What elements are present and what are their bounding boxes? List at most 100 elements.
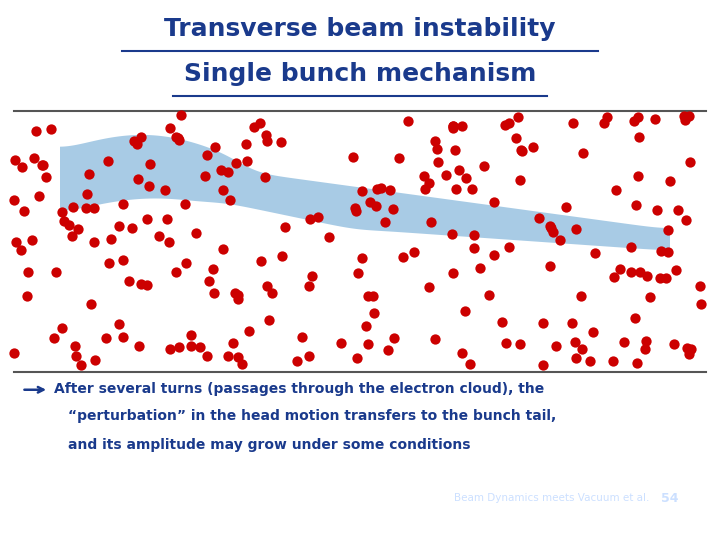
Point [607, 357, 618, 366]
Point [360, 322, 372, 330]
Point [73, 225, 84, 234]
Point [474, 264, 486, 273]
Point [662, 226, 673, 234]
Point [654, 273, 665, 282]
Point [106, 235, 117, 244]
Point [629, 313, 641, 322]
Point [644, 293, 656, 301]
Point [517, 147, 528, 156]
Point [632, 172, 644, 180]
Point [69, 341, 81, 350]
Point [335, 338, 346, 347]
Point [30, 126, 42, 135]
Point [9, 156, 21, 165]
Point [230, 159, 242, 167]
Point [70, 352, 81, 361]
Point [461, 173, 472, 182]
Point [8, 349, 19, 357]
Point [601, 112, 613, 121]
Point [304, 352, 315, 360]
Text: 54: 54 [661, 491, 678, 505]
Point [631, 359, 643, 367]
Point [575, 292, 587, 301]
Point [544, 222, 556, 231]
Point [351, 354, 362, 362]
Point [625, 242, 636, 251]
Point [356, 186, 368, 195]
Point [160, 186, 171, 194]
Point [114, 320, 125, 329]
Point [101, 333, 112, 342]
Point [614, 265, 626, 274]
Point [225, 195, 236, 204]
Point [533, 214, 544, 223]
Point [81, 190, 93, 198]
Point [631, 201, 642, 210]
Point [199, 171, 211, 180]
Point [254, 118, 266, 127]
Text: “perturbation” in the head motion transfers to the bunch tail,: “perturbation” in the head motion transf… [68, 409, 557, 423]
Point [585, 356, 596, 365]
Point [307, 272, 318, 280]
Point [171, 133, 182, 141]
Point [201, 352, 212, 360]
Point [143, 181, 155, 190]
Point [141, 281, 153, 289]
Point [232, 353, 243, 361]
Point [174, 342, 185, 351]
Point [141, 214, 153, 223]
Point [649, 115, 661, 124]
Point [431, 145, 443, 153]
Point [28, 154, 40, 163]
Point [279, 222, 291, 231]
Point [489, 198, 500, 207]
Point [469, 244, 480, 253]
Point [379, 217, 391, 226]
Text: Beam Dynamics meets Vacuum et al.: Beam Dynamics meets Vacuum et al. [454, 493, 649, 503]
Point [8, 195, 19, 204]
Point [50, 268, 61, 276]
Point [227, 339, 238, 348]
Point [364, 198, 376, 206]
Point [632, 112, 644, 121]
Point [303, 282, 315, 291]
Point [207, 265, 219, 273]
Point [163, 345, 175, 354]
Point [275, 137, 287, 146]
Point [312, 213, 324, 221]
Point [153, 231, 164, 240]
Point [117, 200, 129, 208]
Point [537, 319, 549, 328]
Point [483, 290, 495, 299]
Point [117, 255, 129, 264]
Point [695, 300, 706, 308]
Point [599, 118, 611, 127]
Point [634, 268, 646, 276]
Point [217, 186, 229, 194]
Text: Single bunch mechanism: Single bunch mechanism [184, 62, 536, 86]
Point [58, 217, 70, 225]
Point [694, 282, 706, 291]
Point [201, 151, 212, 159]
Point [349, 204, 361, 212]
Point [513, 112, 524, 121]
Point [240, 140, 252, 149]
Point [570, 338, 581, 346]
Point [22, 292, 33, 300]
Point [496, 318, 508, 327]
Point [261, 131, 272, 139]
Point [132, 175, 144, 184]
Point [430, 137, 441, 145]
Point [546, 228, 558, 237]
Point [447, 269, 459, 278]
Point [171, 268, 182, 276]
Point [611, 186, 622, 195]
Point [510, 134, 521, 143]
Point [514, 340, 526, 348]
Point [68, 202, 79, 211]
Point [134, 341, 145, 350]
Point [670, 265, 681, 274]
Point [175, 111, 186, 119]
Point [361, 292, 373, 300]
Point [84, 170, 95, 178]
